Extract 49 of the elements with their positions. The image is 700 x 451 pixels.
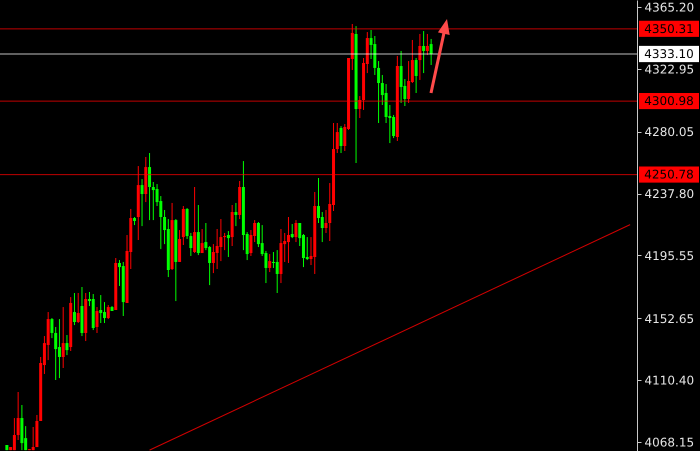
ref-line-label: 4300.98 <box>644 94 694 108</box>
ref-line-label: 4333.10 <box>644 47 694 62</box>
candlestick <box>189 232 192 256</box>
y-tick-label: 4195.55 <box>644 248 694 263</box>
candlestick <box>426 33 429 56</box>
candlestick <box>65 334 68 356</box>
candlestick <box>152 182 155 221</box>
candlestick <box>400 50 403 104</box>
candlestick <box>286 216 290 264</box>
candlestick <box>102 302 106 324</box>
y-tick-label: 4280.05 <box>644 125 694 140</box>
candlestick <box>324 209 328 234</box>
candlestick <box>276 250 279 294</box>
candlestick <box>430 38 433 66</box>
candlestick <box>178 230 182 262</box>
candlestick <box>422 30 426 74</box>
ref-line-label: 4250.78 <box>644 168 694 182</box>
y-tick-label: 4152.65 <box>644 312 694 326</box>
candlestick <box>216 228 219 270</box>
candlestick <box>193 186 196 254</box>
candlestick <box>76 292 80 324</box>
candlestick <box>196 204 200 256</box>
candlestick <box>72 292 76 326</box>
y-tick-label: 4110.40 <box>644 374 694 388</box>
y-tick-label: 4322.95 <box>644 62 694 76</box>
candlestick <box>317 178 320 224</box>
candlestick <box>268 254 272 273</box>
candlestick <box>234 202 238 227</box>
candlestick <box>294 220 298 243</box>
candlestick <box>106 304 110 320</box>
y-tick-label: 4237.80 <box>644 187 694 202</box>
candlestick <box>148 152 152 221</box>
candlestick <box>340 126 343 154</box>
candlestick <box>336 122 339 154</box>
candlestick <box>226 230 230 258</box>
candlestick <box>200 228 204 254</box>
candlestick <box>95 306 98 334</box>
candlestick <box>140 178 144 227</box>
candlestick <box>99 294 102 324</box>
candlestick <box>58 318 61 379</box>
candlestick <box>418 33 422 80</box>
candlestick <box>414 57 418 94</box>
candlestick <box>62 306 65 368</box>
y-tick-label: 4365.20 <box>644 0 694 15</box>
ref-line-label: 4350.31 <box>644 22 694 36</box>
y-tick-label: 4068.15 <box>644 435 694 450</box>
candlestick <box>32 426 35 451</box>
candlestick <box>290 224 294 239</box>
candlestick <box>219 218 222 262</box>
